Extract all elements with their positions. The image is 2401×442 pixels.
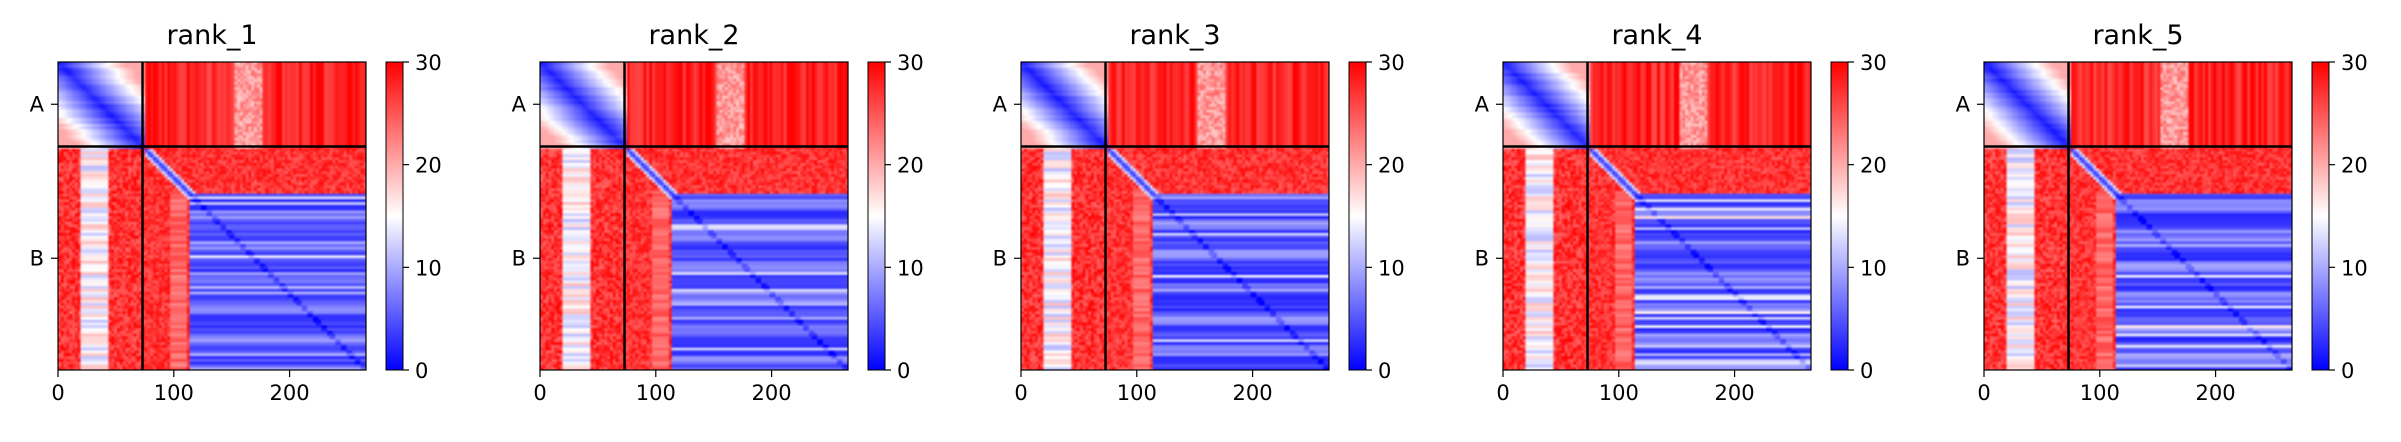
x-tick-label: 100 [1599, 381, 1639, 405]
y-tick-label: B [1956, 246, 1970, 270]
colorbar [385, 61, 404, 371]
colorbar-tick-label: 20 [1378, 154, 1405, 178]
x-tick-label: 200 [1715, 381, 1755, 405]
pae-heatmap [1984, 62, 2292, 370]
y-tick-label: A [1956, 92, 1971, 116]
colorbar-tick-label: 0 [415, 359, 428, 383]
colorbar-tick-label: 10 [415, 256, 442, 280]
y-tick-label: A [993, 92, 1008, 116]
colorbar-tick-label: 30 [1378, 51, 1405, 75]
panel-title: rank_1 [166, 20, 257, 51]
y-tick-label: B [30, 246, 44, 270]
axes-frame [539, 61, 849, 371]
panel-title: rank_4 [1611, 20, 1702, 51]
x-tick-label: 0 [1014, 381, 1027, 405]
colorbar-tick-label: 30 [897, 51, 924, 75]
panel-title: rank_5 [2092, 20, 2183, 51]
axes-frame [1983, 61, 2293, 371]
pae-heatmap [58, 62, 366, 370]
colorbar-tick-label: 20 [897, 154, 924, 178]
x-tick-label: 200 [2196, 381, 2236, 405]
colorbar-tick-label: 0 [897, 359, 910, 383]
colorbar-tick-label: 30 [1860, 51, 1887, 75]
colorbar-tick-label: 20 [415, 154, 442, 178]
axes-frame [57, 61, 367, 371]
panel-title: rank_2 [648, 20, 739, 51]
colorbar-tick-label: 0 [1378, 359, 1391, 383]
pae-heatmap [1021, 62, 1329, 370]
pae-heatmap [1503, 62, 1811, 370]
colorbar-tick-label: 0 [1860, 359, 1873, 383]
axes-frame [1502, 61, 1812, 371]
x-tick-label: 200 [1233, 381, 1273, 405]
colorbar-tick-label: 10 [1860, 256, 1887, 280]
colorbar-tick-label: 30 [415, 51, 442, 75]
x-tick-label: 200 [270, 381, 310, 405]
x-tick-label: 100 [636, 381, 676, 405]
colorbar [867, 61, 886, 371]
colorbar-tick-label: 0 [2341, 359, 2354, 383]
panel-rank_2: rank_2 0 100 200 A B 0 10 20 30 [512, 20, 924, 405]
colorbar-tick-label: 30 [2341, 51, 2368, 75]
x-tick-label: 100 [154, 381, 194, 405]
x-tick-label: 200 [752, 381, 792, 405]
x-tick-label: 100 [1117, 381, 1157, 405]
colorbar [1830, 61, 1849, 371]
y-tick-label: B [993, 246, 1007, 270]
panel-rank_5: rank_5 0 100 200 A B 0 10 20 30 [1956, 20, 2368, 405]
y-tick-label: B [1475, 246, 1489, 270]
pae-heatmap [540, 62, 848, 370]
colorbar-tick-label: 10 [1378, 256, 1405, 280]
y-tick-label: B [512, 246, 526, 270]
x-tick-label: 0 [1496, 381, 1509, 405]
y-tick-label: A [1475, 92, 1490, 116]
y-tick-label: A [30, 92, 45, 116]
panel-title: rank_3 [1129, 20, 1220, 51]
panel-rank_3: rank_3 0 100 200 A B 0 10 20 30 [993, 20, 1405, 405]
colorbar-tick-label: 20 [1860, 154, 1887, 178]
axes-frame [1020, 61, 1330, 371]
x-tick-label: 0 [51, 381, 64, 405]
x-tick-label: 100 [2080, 381, 2120, 405]
colorbar-tick-label: 10 [2341, 256, 2368, 280]
panel-rank_4: rank_4 0 100 200 A B 0 10 20 30 [1475, 20, 1887, 405]
x-tick-label: 0 [1977, 381, 1990, 405]
panel-rank_1: rank_1 0 100 200 A B 0 10 20 30 [30, 20, 442, 405]
colorbar [2311, 61, 2330, 371]
colorbar [1348, 61, 1367, 371]
colorbar-tick-label: 10 [897, 256, 924, 280]
y-tick-label: A [512, 92, 527, 116]
x-tick-label: 0 [533, 381, 546, 405]
colorbar-tick-label: 20 [2341, 154, 2368, 178]
